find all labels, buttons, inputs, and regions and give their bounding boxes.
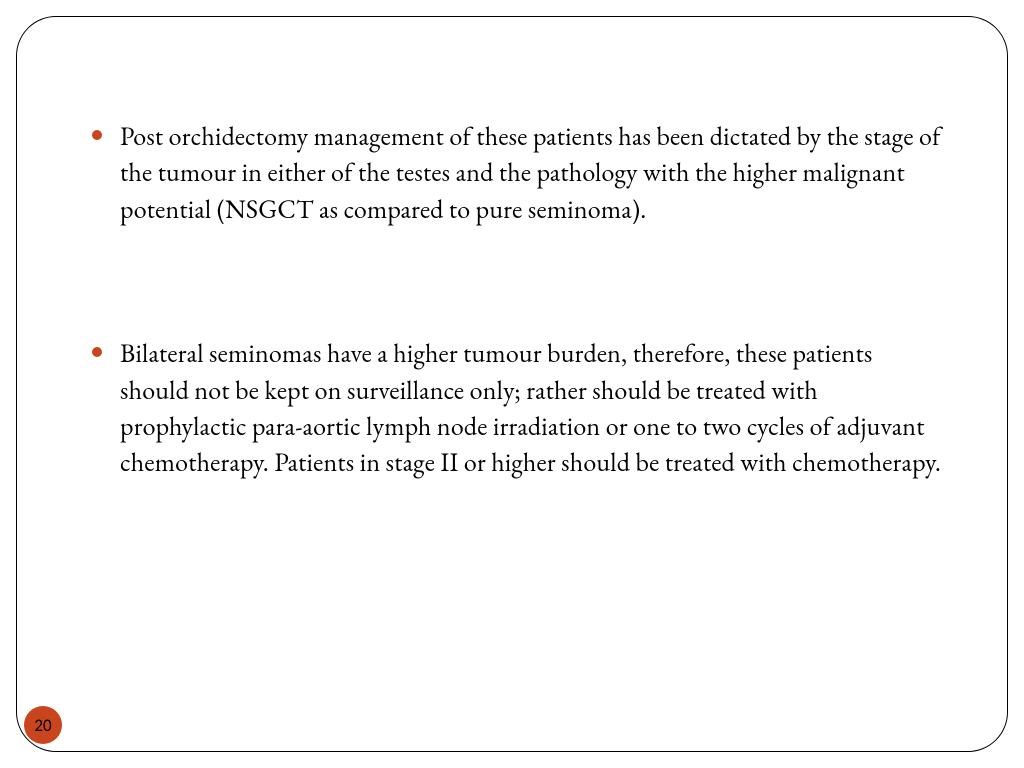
slide: Post orchidectomy management of these pa… <box>0 0 1024 768</box>
page-number: 20 <box>34 715 51 736</box>
page-number-badge: 20 <box>24 706 62 744</box>
bullet-item: Bilateral seminomas have a higher tumour… <box>86 335 946 481</box>
bullet-text: Post orchidectomy management of these pa… <box>120 119 941 226</box>
bullet-list: Post orchidectomy management of these pa… <box>86 118 946 481</box>
bullet-text: Bilateral seminomas have a higher tumour… <box>120 336 941 479</box>
bullet-item: Post orchidectomy management of these pa… <box>86 118 946 227</box>
slide-content: Post orchidectomy management of these pa… <box>86 118 946 481</box>
